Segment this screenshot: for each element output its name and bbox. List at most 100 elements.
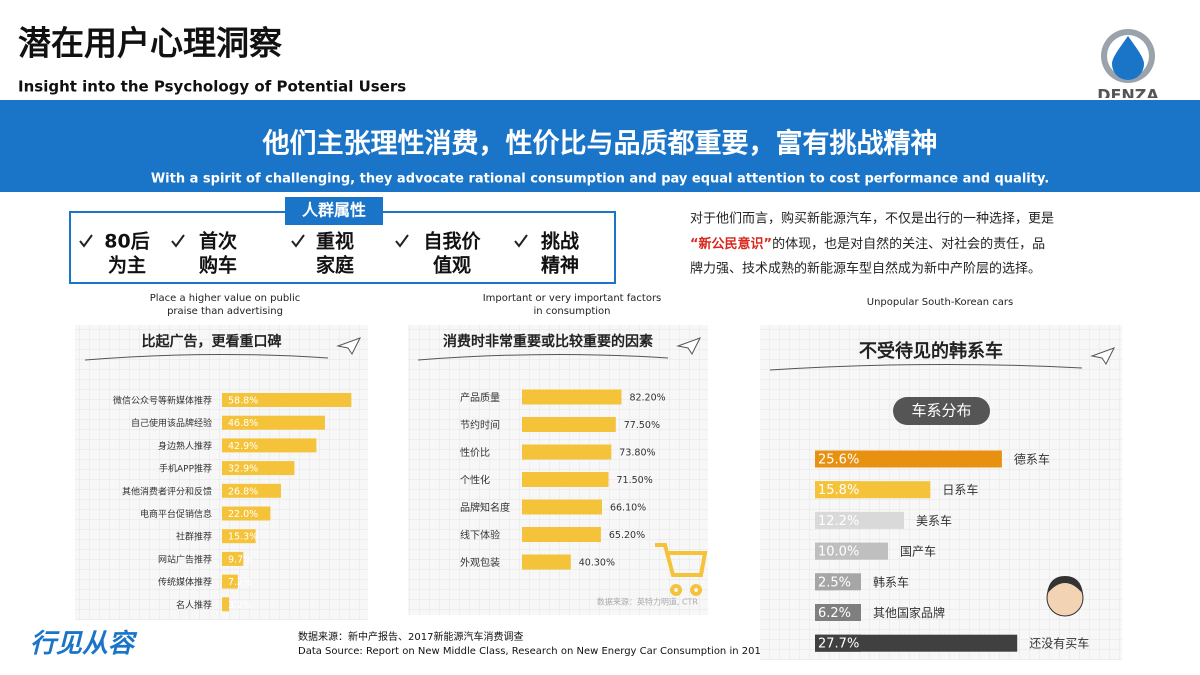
chart: Place a higher value on public praise tha… [75, 293, 368, 620]
bar [222, 551, 244, 566]
check-icon [171, 234, 185, 248]
category-label: 性价比 [460, 446, 490, 459]
value-label: 32.9% [228, 464, 258, 475]
value-pill [815, 604, 861, 621]
brand: 行见从容 [30, 629, 138, 659]
category-label: 其他国家品牌 [873, 605, 945, 620]
category-label: 韩系车 [873, 574, 909, 589]
bar [222, 597, 230, 612]
value-label: 2.5% [818, 575, 851, 590]
source-en: Data Source: Report on New Middle Class,… [298, 646, 767, 657]
value-label: 6.2% [818, 606, 851, 621]
check-icon [79, 234, 93, 248]
category-label: 网站广告推荐 [158, 553, 212, 565]
value-label: 22.0% [228, 509, 258, 520]
trait-text: 值观 [433, 254, 471, 277]
chart-title: 不受待见的韩系车 [859, 340, 1003, 362]
category-label: 社群推荐 [176, 531, 212, 543]
value-label: 77.50% [624, 420, 660, 431]
trait-text: 80后 [104, 231, 149, 253]
trait-text: 购车 [199, 254, 237, 277]
trait-text: 重视 [316, 230, 354, 253]
value-label: 46.8% [228, 418, 258, 429]
bar [522, 444, 612, 460]
bar [222, 574, 238, 589]
value-label: 27.7% [818, 637, 859, 652]
bar [222, 483, 281, 498]
category-label: 外观包装 [460, 556, 500, 569]
traits-tag [285, 197, 383, 225]
logo: DENZA [1097, 29, 1159, 105]
banner-title: 他们主张理性消费，性价比与品质都重要，富有挑战精神 [262, 128, 938, 160]
bar [815, 450, 1002, 468]
category-label: 节约时间 [460, 419, 500, 432]
value-label: 71.50% [617, 475, 653, 486]
chart-caption: Important or very important factors [483, 293, 662, 304]
category-label: 其他消费者评分和反馈 [122, 485, 212, 497]
logo-text: DENZA [1097, 86, 1159, 105]
bar [522, 472, 609, 487]
banner [0, 100, 1200, 192]
value-label: 40.30% [579, 558, 615, 569]
statement-line: 对于他们而言，购买新能源汽车，不仅是出行的一种选择，更是 [690, 211, 1054, 227]
chart-subtitle: 车系分布 [911, 402, 971, 420]
statement-line: 牌力强、技术成熟的新能源车型自然成为新中产阶层的选择。 [690, 261, 1041, 277]
value-label: 26.8% [228, 486, 258, 497]
bar [522, 499, 602, 515]
value-label: 15.3% [228, 532, 258, 543]
source-cn: 数据来源：新中产报告、2017新能源汽车消费调查 [298, 630, 523, 643]
bar [522, 554, 571, 570]
bar [222, 415, 325, 430]
value-pill [815, 542, 861, 560]
category-label: 德系车 [1014, 452, 1050, 467]
trait-text: 为主 [108, 254, 146, 277]
value-pill [815, 573, 861, 591]
value-label: 3.2% [228, 600, 252, 611]
value-label: 65.20% [609, 530, 645, 541]
bar [522, 527, 601, 542]
banner-subtitle: With a spirit of challenging, they advoc… [151, 172, 1049, 187]
trait-text: 精神 [541, 254, 579, 277]
value-label: 15.8% [818, 483, 859, 498]
category-label: 自己使用该品牌经验 [131, 417, 212, 429]
value-label: 25.6% [818, 453, 859, 468]
subtitle-pill [893, 397, 990, 425]
category-label: 日系车 [942, 482, 978, 497]
category-label: 品牌知名度 [460, 501, 510, 514]
trait-text: 首次 [199, 230, 237, 253]
value-label: 10.0% [818, 545, 859, 560]
chart-caption: Place a higher value on public [150, 293, 301, 304]
value-pill [815, 450, 861, 468]
statement-highlight: “新公民意识” [690, 236, 772, 252]
trait-text: 自我价 [423, 230, 481, 253]
traits-label: 人群属性 [302, 201, 366, 220]
chart-panel [408, 325, 708, 615]
trait-text: 家庭 [316, 254, 354, 277]
chart-title: 消费时非常重要或比较重要的因素 [443, 333, 653, 350]
value-label: 42.9% [228, 441, 258, 452]
page-title: 潜在用户心理洞察 [18, 24, 282, 63]
check-icon [291, 234, 305, 248]
value-label: 7.2% [228, 577, 252, 588]
category-label: 国产车 [900, 544, 936, 559]
bar [222, 529, 256, 544]
check-icon [514, 234, 528, 248]
category-label: 传统媒体推荐 [158, 576, 212, 588]
underline-swoosh [84, 353, 329, 361]
value-pill [815, 481, 861, 499]
chart-title: 比起广告，更看重口碑 [142, 333, 282, 350]
bar [522, 417, 616, 432]
trait-text: 挑战 [541, 231, 579, 253]
chart: Important or very important factors in co… [408, 293, 708, 615]
category-label: 微信公众号等新媒体推荐 [113, 395, 212, 407]
chart-caption: in consumption [533, 306, 610, 317]
underline-swoosh [769, 363, 1083, 371]
value-label: 12.2% [818, 514, 859, 529]
underline-swoosh [417, 353, 669, 361]
category-label: 产品质量 [460, 391, 500, 404]
bar [815, 634, 1018, 652]
chart-caption: praise than advertising [167, 306, 283, 317]
